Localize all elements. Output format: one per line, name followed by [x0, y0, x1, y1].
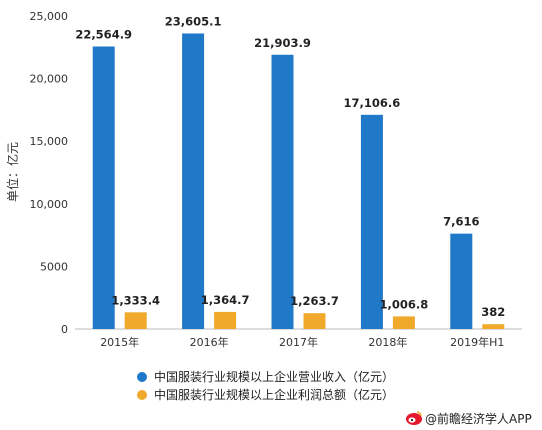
y-tick-label: 15,000 [30, 135, 69, 148]
data-label: 21,903.9 [254, 36, 311, 50]
x-tick-label: 2015年 [100, 335, 139, 349]
bar [92, 46, 115, 329]
y-tick-label: 25,000 [30, 10, 69, 23]
data-label: 7,616 [443, 215, 479, 229]
bar [214, 311, 237, 329]
y-axis-label: 单位：亿元 [5, 142, 20, 202]
legend-marker [137, 390, 147, 400]
bar [392, 316, 415, 329]
bar [360, 114, 383, 329]
x-tick-label: 2017年 [279, 335, 318, 349]
bar [271, 54, 294, 329]
data-label: 382 [481, 305, 505, 319]
bar [482, 324, 505, 329]
weibo-icon [406, 411, 422, 425]
bars [92, 33, 505, 330]
legend-label: 中国服装行业规模以上企业营业收入（亿元） [154, 369, 394, 384]
y-tick-label: 5000 [40, 260, 68, 273]
data-labels: 22,564.9 1,333.4 23,605.1 1,364.7 21,903.9 1,… [75, 14, 505, 319]
x-axis-ticks: 2015年 2016年 2017年 2018年 2019年H1 [100, 335, 504, 349]
bar [124, 312, 147, 329]
credit-text: @前瞻经济学人APP [425, 411, 532, 426]
bar [303, 313, 326, 329]
y-axis-ticks: 0 5000 10,000 15,000 20,000 25,000 [30, 10, 69, 336]
data-label: 1,333.4 [111, 293, 160, 307]
y-tick-label: 0 [61, 323, 68, 336]
bar [182, 33, 205, 330]
x-tick-label: 2018年 [368, 335, 407, 349]
data-label: 1,263.7 [290, 294, 339, 308]
legend-label: 中国服装行业规模以上企业利润总额（亿元） [154, 387, 394, 402]
legend-marker [137, 372, 147, 382]
x-tick-label: 2019年H1 [450, 335, 504, 349]
x-tick-label: 2016年 [190, 335, 229, 349]
y-tick-label: 20,000 [30, 73, 69, 86]
legend: 中国服装行业规模以上企业营业收入（亿元） 中国服装行业规模以上企业利润总额（亿元） [137, 369, 394, 402]
data-label: 23,605.1 [165, 14, 222, 28]
bar [450, 233, 473, 329]
credit: @前瞻经济学人APP [406, 411, 532, 426]
data-label: 22,564.9 [75, 27, 132, 41]
data-label: 17,106.6 [344, 96, 401, 110]
y-tick-label: 10,000 [30, 198, 69, 211]
data-label: 1,364.7 [201, 293, 250, 307]
data-label: 1,006.8 [380, 297, 429, 311]
